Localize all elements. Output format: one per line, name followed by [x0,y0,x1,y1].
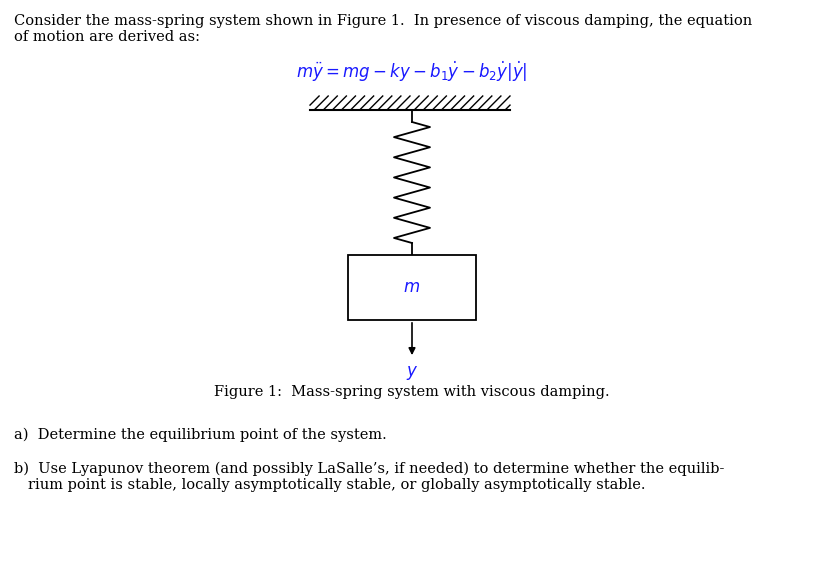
Text: b)  Use Lyapunov theorem (and possibly LaSalle’s, if needed) to determine whethe: b) Use Lyapunov theorem (and possibly La… [14,462,724,476]
Text: Consider the mass-spring system shown in Figure 1.  In presence of viscous dampi: Consider the mass-spring system shown in… [14,14,752,28]
Text: of motion are derived as:: of motion are derived as: [14,30,200,44]
Bar [348,255,476,320]
Text: Figure 1:  Mass-spring system with viscous damping.: Figure 1: Mass-spring system with viscou… [214,385,610,399]
Text: $m\ddot{y} = mg - ky - b_1\dot{y} - b_2\dot{y}|\dot{y}|$: $m\ddot{y} = mg - ky - b_1\dot{y} - b_2\… [297,60,527,84]
Text: a)  Determine the equilibrium point of the system.: a) Determine the equilibrium point of th… [14,428,386,442]
Text: $m$: $m$ [404,279,420,296]
Text: rium point is stable, locally asymptotically stable, or globally asymptotically : rium point is stable, locally asymptotic… [28,478,645,492]
Text: $y$: $y$ [405,364,419,382]
